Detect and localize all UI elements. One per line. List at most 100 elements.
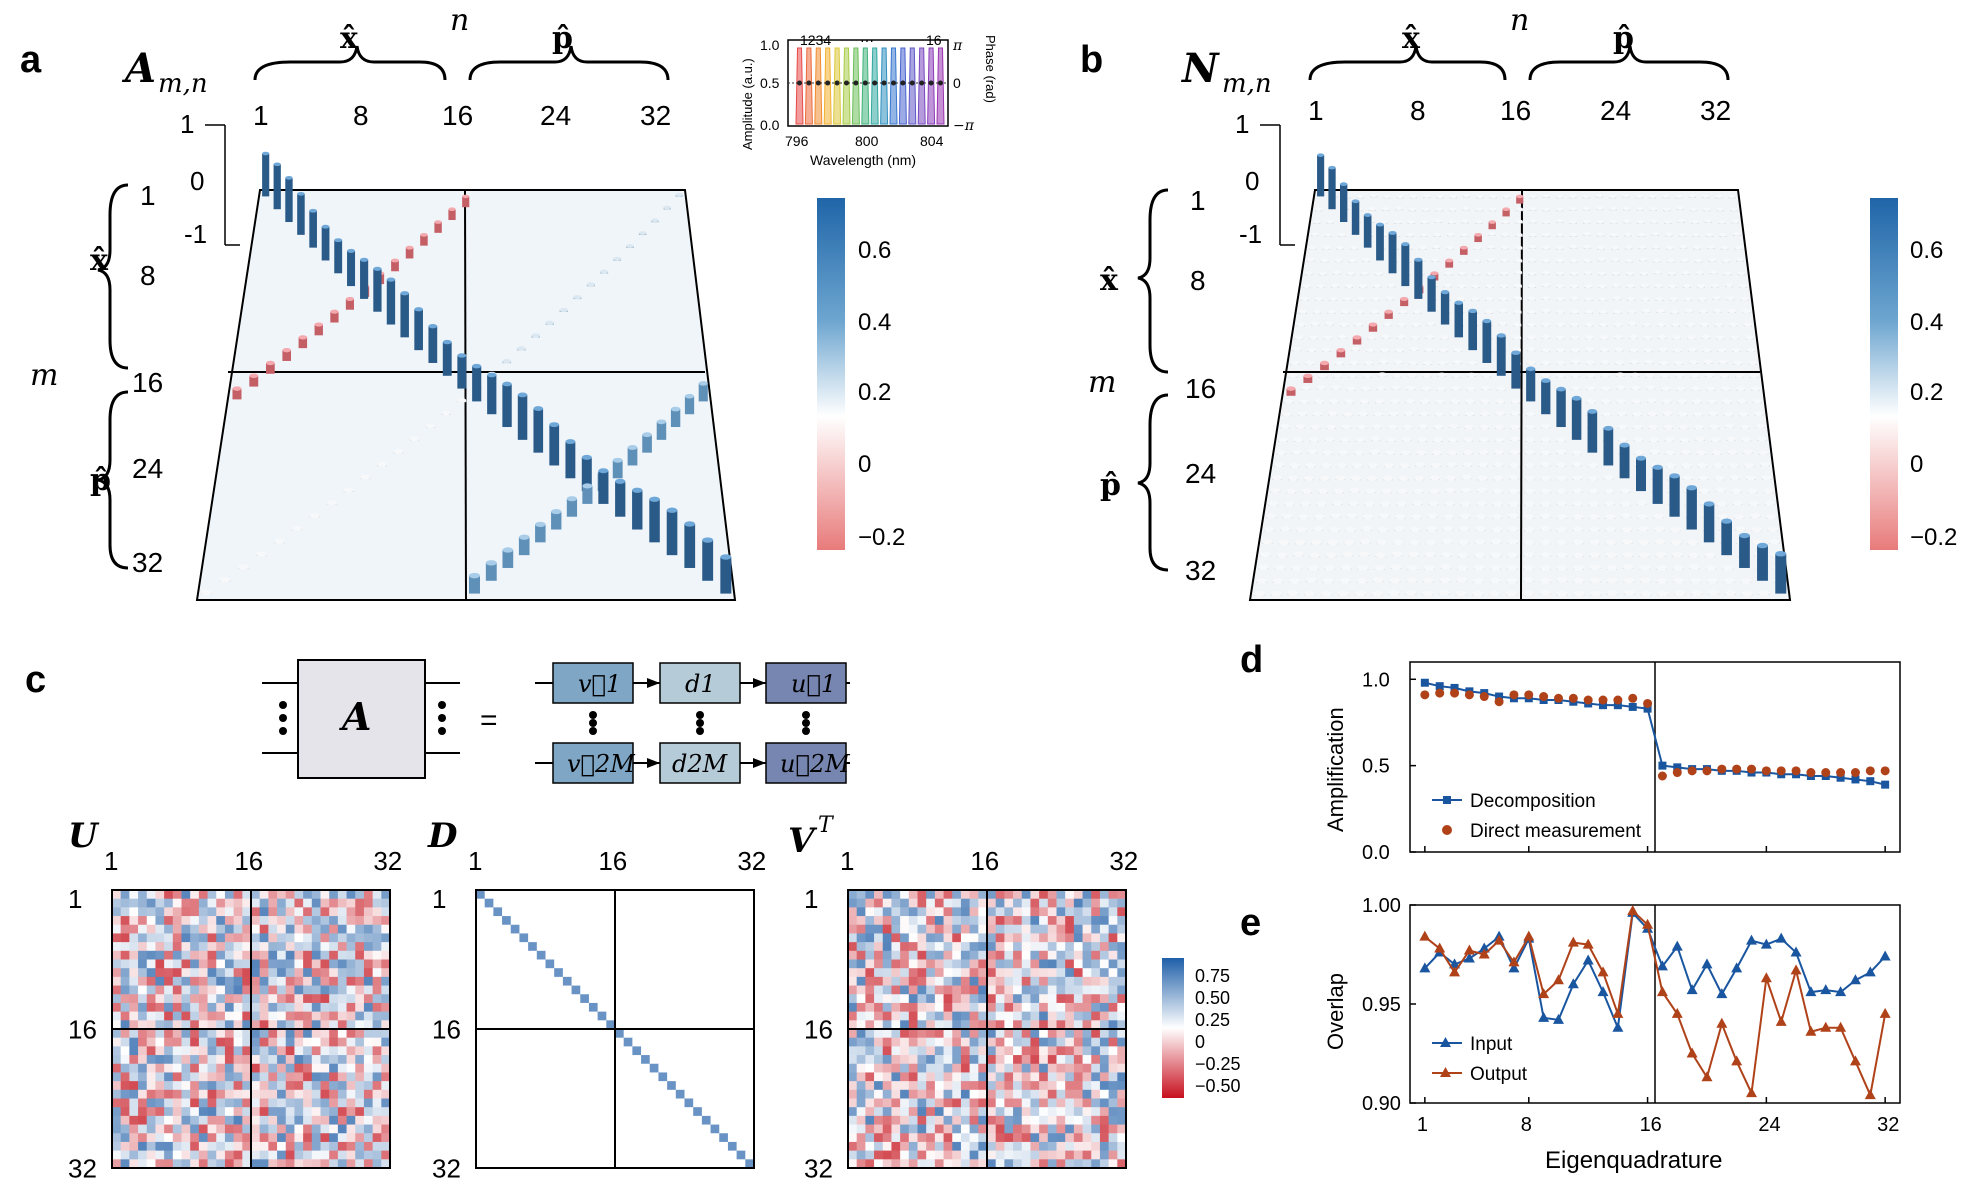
hm-u-cell	[268, 898, 278, 908]
hm-d-cell	[554, 1002, 564, 1013]
hm-u-cell	[155, 1098, 165, 1108]
hm-vt-cell	[856, 1115, 866, 1125]
hm-vt-cell	[1082, 890, 1092, 900]
hm-vt-cell	[1108, 1002, 1118, 1013]
hm-d-cell	[588, 1063, 599, 1073]
d-plot-point	[1672, 768, 1682, 778]
hm-d-cell	[615, 959, 625, 969]
hm-u-cell	[181, 950, 191, 960]
e-plot-point	[1760, 938, 1772, 949]
hm-vt-cell	[882, 1072, 892, 1082]
hm-vt-cell	[960, 959, 971, 969]
hm-u-cell	[172, 1063, 182, 1073]
hm-u-cell	[190, 1055, 200, 1065]
hm-u-cell	[294, 1011, 304, 1021]
hm-vt-cell	[917, 890, 927, 900]
hm-u-cell	[355, 890, 365, 900]
hm-d-cell	[519, 1150, 529, 1160]
hm-vt-cell	[900, 898, 910, 908]
hm-vt-cell	[987, 1029, 997, 1039]
hm-d-cell	[632, 1098, 642, 1108]
hm-d-cell	[536, 1063, 546, 1073]
hm-d-cell	[736, 933, 746, 943]
hm-d-cell	[710, 1089, 720, 1099]
hm-u-cell	[251, 1002, 261, 1013]
a-bars-bar	[232, 388, 242, 400]
hm-d-cell	[727, 1150, 738, 1160]
hm-u-cell	[363, 1098, 374, 1108]
hm-d-cell	[502, 1089, 512, 1099]
e-plot-point	[1449, 966, 1461, 977]
hm-d-cell	[684, 890, 694, 900]
hm-vt-cell	[900, 1046, 910, 1056]
hm-vt-cell	[978, 1081, 988, 1091]
hm-d-cell	[597, 1133, 607, 1143]
hm-d-cell	[736, 1037, 746, 1047]
b-bars-bar	[1669, 475, 1680, 517]
hm-vt-cell	[1030, 1029, 1040, 1039]
hm-vt-cell	[874, 1089, 884, 1099]
e-plot-point	[1790, 964, 1802, 975]
b-bars-bar	[1352, 337, 1362, 345]
hm-u-cell	[190, 959, 200, 969]
hm-u-cell	[146, 942, 156, 952]
hm-d-cell	[719, 1011, 729, 1021]
hm-vt-cell	[856, 1020, 866, 1030]
hm-vt-cell	[987, 1002, 997, 1013]
hm-u-cell	[381, 1072, 391, 1082]
hm-vt-cell	[908, 898, 918, 908]
hm-d-cell	[623, 1072, 633, 1082]
hm-d-cell	[675, 1063, 685, 1073]
hm-d-cell	[606, 1063, 616, 1073]
hm-d-cell	[545, 1055, 555, 1065]
hm-d-cell	[719, 1029, 729, 1039]
hm-u-cell	[346, 1150, 356, 1160]
hm-u-cell	[311, 1159, 321, 1169]
hm-vt-cell	[917, 942, 927, 952]
a-bars-bar	[612, 460, 623, 479]
hm-u-cell	[233, 1029, 243, 1039]
hm-vt-cell	[848, 907, 858, 917]
hm-vt-cell	[934, 976, 944, 986]
hm-u-cell	[285, 1029, 295, 1039]
hm-u-cell	[329, 1107, 339, 1117]
hm-vt-cell	[1039, 890, 1049, 900]
hm-u-cell	[355, 1020, 365, 1030]
hm-d-cell	[493, 890, 503, 900]
hm-vt-cell	[874, 985, 884, 995]
hm-u-cell	[138, 942, 148, 952]
hm-u-cell	[138, 933, 148, 943]
hm-u-cell	[259, 1072, 269, 1082]
hm-vt-cell	[969, 968, 979, 978]
hm-vt-cell	[1021, 1124, 1031, 1134]
hm-u-cell	[259, 1159, 269, 1169]
hm-vt-cell	[1108, 976, 1118, 986]
hm-d-cell	[615, 942, 625, 952]
hm-u-cell	[129, 1124, 139, 1134]
hm-u-cell	[120, 1133, 130, 1143]
hm-u-cell	[251, 1081, 261, 1091]
hm-vt-cell	[1021, 1115, 1031, 1125]
hm-d-cell	[719, 907, 729, 917]
hm-d-cell	[649, 1029, 659, 1039]
hm-d-cell	[502, 907, 512, 917]
hm-vt-cell	[917, 950, 927, 960]
hm-d-cell	[606, 1098, 616, 1108]
hm-d-cell	[693, 1037, 703, 1047]
hm-u-cell	[233, 1089, 243, 1099]
hm-u-cell	[346, 1107, 356, 1117]
hm-u-cell	[268, 1081, 278, 1091]
hm-u-cell	[363, 1133, 374, 1143]
hm-vt-cell	[1117, 985, 1127, 995]
hm-d-cell	[484, 1037, 494, 1047]
hm-u-cell	[363, 1072, 374, 1082]
hm-d-cell	[615, 1124, 625, 1134]
hm-u-cell	[172, 898, 182, 908]
hm-d-cell	[580, 994, 590, 1004]
hm-vt-cell	[874, 976, 884, 986]
hm-u-cell	[372, 1089, 382, 1099]
b-zaxis-tick-1: 1	[1235, 109, 1249, 139]
hm-u-cell	[172, 1159, 182, 1169]
hm-vt-cell	[1065, 1133, 1075, 1143]
hm-d-cell	[580, 1072, 590, 1082]
